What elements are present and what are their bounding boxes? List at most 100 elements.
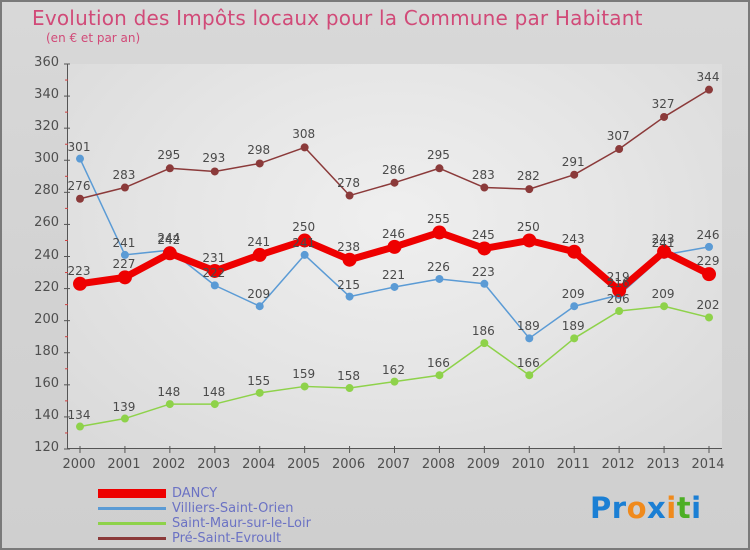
data-point xyxy=(342,252,357,267)
data-point xyxy=(567,244,582,259)
data-point xyxy=(525,371,534,380)
data-value-label: 293 xyxy=(202,151,226,166)
page-title: Evolution des Impôts locaux pour la Comm… xyxy=(32,6,643,30)
data-point xyxy=(387,239,402,254)
data-value-label: 215 xyxy=(337,277,361,292)
x-axis-label: 2003 xyxy=(197,457,231,472)
y-axis-label: 260 xyxy=(34,215,59,231)
x-axis-label: 2012 xyxy=(601,457,635,472)
data-value-label: 221 xyxy=(382,267,405,282)
logo-letter: i xyxy=(691,491,702,525)
data-value-label: 246 xyxy=(382,226,405,241)
data-value-label: 189 xyxy=(561,319,585,334)
data-value-label: 283 xyxy=(471,167,495,182)
chart-legend: DANCY Villiers-Saint-Orien Saint-Maur-sur-… xyxy=(98,486,311,546)
data-point xyxy=(345,384,354,393)
data-value-label: 219 xyxy=(606,270,630,285)
data-value-label: 301 xyxy=(67,139,91,154)
data-value-label: 286 xyxy=(382,162,405,177)
y-axis-label: 340 xyxy=(34,87,59,103)
data-value-label: 223 xyxy=(471,264,495,279)
data-point xyxy=(255,302,264,311)
data-point xyxy=(705,85,713,94)
data-point xyxy=(390,282,399,291)
y-axis-label: 200 xyxy=(34,311,59,327)
legend-label: Villiers-Saint-Orien xyxy=(172,501,294,516)
data-value-label: 250 xyxy=(292,220,316,235)
legend-label: Saint-Maur-sur-le-Loir xyxy=(172,516,311,531)
data-point xyxy=(570,302,579,311)
chart-subtitle: (en € et par an) xyxy=(46,31,141,45)
data-point xyxy=(252,247,267,262)
data-point xyxy=(297,233,312,248)
data-value-label: 241 xyxy=(112,235,136,250)
legend-item-0[interactable]: DANCY xyxy=(98,486,311,501)
legend-label: Pré-Saint-Evroult xyxy=(172,531,282,546)
data-value-label: 241 xyxy=(292,235,316,250)
x-axis-label: 2007 xyxy=(376,457,411,472)
data-point xyxy=(210,400,219,409)
data-value-label: 148 xyxy=(202,385,226,400)
x-axis-label: 2000 xyxy=(62,457,96,472)
data-point xyxy=(255,388,264,397)
y-axis-label: 140 xyxy=(34,407,59,423)
data-point xyxy=(76,154,84,163)
data-point xyxy=(117,270,132,285)
data-point xyxy=(76,422,84,431)
data-value-label: 166 xyxy=(426,356,450,371)
data-value-label: 226 xyxy=(426,259,450,274)
data-value-label: 222 xyxy=(202,266,226,281)
data-point xyxy=(120,414,129,423)
legend-item-2[interactable]: Saint-Maur-sur-le-Loir xyxy=(98,516,311,531)
data-point xyxy=(73,276,87,291)
x-axis-label: 2006 xyxy=(332,457,366,472)
data-point xyxy=(120,250,129,259)
data-value-label: 209 xyxy=(651,287,675,302)
data-value-label: 209 xyxy=(561,287,585,302)
data-value-label: 231 xyxy=(202,250,226,265)
data-value-label: 148 xyxy=(157,385,181,400)
data-value-label: 276 xyxy=(67,178,91,193)
data-value-label: 155 xyxy=(247,373,271,388)
data-point xyxy=(210,281,219,290)
x-axis-label: 2008 xyxy=(421,457,455,472)
data-value-label: 238 xyxy=(337,239,361,254)
legend-item-3[interactable]: Pré-Saint-Evroult xyxy=(98,531,311,546)
data-value-label: 344 xyxy=(696,69,720,84)
data-value-label: 308 xyxy=(292,127,316,142)
data-point xyxy=(525,185,534,194)
data-point xyxy=(660,302,669,311)
legend-swatch xyxy=(98,537,166,540)
data-point xyxy=(435,371,444,380)
data-value-label: 307 xyxy=(606,129,630,144)
y-axis-label: 220 xyxy=(34,279,59,295)
data-point xyxy=(165,400,174,409)
data-value-label: 242 xyxy=(157,233,181,248)
data-point xyxy=(255,159,264,168)
data-value-label: 229 xyxy=(696,254,720,269)
legend-swatch xyxy=(98,507,166,510)
data-value-label: 295 xyxy=(157,148,181,163)
data-point xyxy=(432,225,447,240)
data-point xyxy=(76,194,84,203)
data-point xyxy=(480,183,489,192)
data-value-label: 206 xyxy=(606,292,630,307)
logo-letter: o xyxy=(626,491,648,525)
y-axis-label: 180 xyxy=(34,343,59,359)
data-point xyxy=(525,334,534,343)
x-axis-label: 2013 xyxy=(646,457,680,472)
data-point xyxy=(207,263,222,278)
data-value-label: 159 xyxy=(292,367,316,382)
x-axis-label: 2009 xyxy=(466,457,500,472)
data-value-label: 327 xyxy=(651,96,675,111)
y-axis-label: 120 xyxy=(34,440,59,455)
data-point xyxy=(210,167,219,176)
data-point xyxy=(660,112,669,121)
data-value-label: 241 xyxy=(247,234,271,249)
logo-letter: x xyxy=(647,491,667,525)
legend-item-1[interactable]: Villiers-Saint-Orien xyxy=(98,501,311,516)
data-point xyxy=(300,382,309,391)
data-point xyxy=(657,244,672,259)
data-point xyxy=(435,164,444,173)
